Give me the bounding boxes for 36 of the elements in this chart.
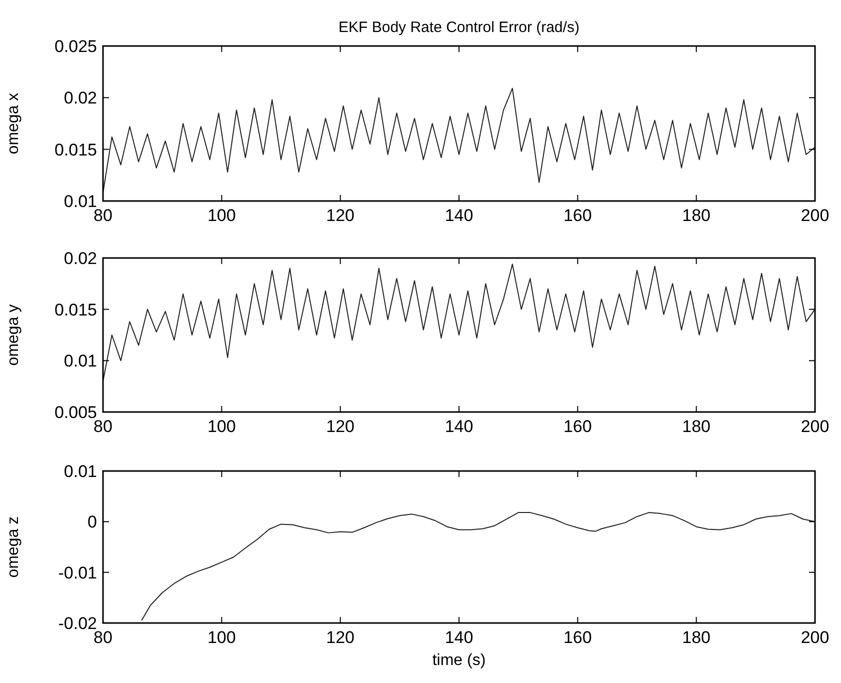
x-tick-label: 200 <box>800 206 830 225</box>
x-tick-label: 140 <box>444 206 474 225</box>
x-tick-label: 200 <box>800 628 830 647</box>
y-tick-label: 0.015 <box>54 300 97 320</box>
line-series <box>141 512 816 621</box>
x-tick-label: 180 <box>682 206 711 225</box>
x-tick-label: 80 <box>94 628 112 647</box>
y-tick-label: 0.015 <box>54 140 97 160</box>
x-tick-label: 160 <box>563 206 592 225</box>
y-axis-title: omega z <box>5 516 22 578</box>
x-axis-title: time (s) <box>432 652 486 669</box>
y-tick-label: 0.01 <box>64 462 97 481</box>
y-tick-label: -0.01 <box>58 563 97 582</box>
x-tick-label: 100 <box>207 206 236 225</box>
y-tick-label: 0.025 <box>54 37 97 56</box>
x-tick-label: 180 <box>682 417 711 436</box>
x-tick-label: 120 <box>326 417 355 436</box>
x-tick-label: 100 <box>207 417 236 436</box>
x-tick-label: 80 <box>94 417 112 436</box>
x-tick-label: 100 <box>207 628 236 647</box>
x-tick-label: 160 <box>563 628 592 647</box>
y-tick-label: 0.02 <box>64 88 97 108</box>
y-axis-title: omega x <box>5 92 22 154</box>
x-tick-label: 200 <box>800 417 830 436</box>
y-tick-label: 0.01 <box>64 352 97 371</box>
x-tick-label: 160 <box>563 417 592 436</box>
x-tick-label: 80 <box>94 206 112 225</box>
x-tick-label: 140 <box>444 628 474 647</box>
y-tick-label: 0 <box>88 512 97 532</box>
x-tick-label: 120 <box>326 206 355 225</box>
chart-title: EKF Body Rate Control Error (rad/s) <box>338 19 580 36</box>
y-axis-title: omega y <box>5 304 22 366</box>
x-tick-label: 180 <box>682 628 711 647</box>
x-tick-label: 140 <box>444 417 474 436</box>
x-tick-label: 120 <box>326 628 355 647</box>
y-tick-label: 0.02 <box>64 249 97 268</box>
